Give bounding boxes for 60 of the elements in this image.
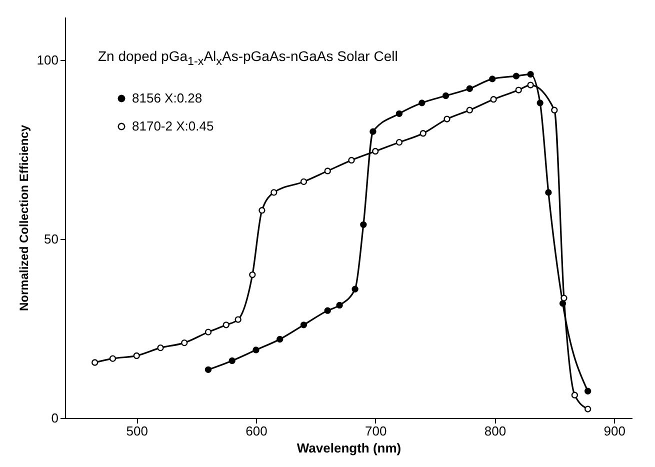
legend-label: 8170-2 X:0.45 [132,118,214,134]
point [348,156,355,164]
point [489,76,496,82]
point [204,366,212,373]
point [515,86,522,94]
point [300,178,308,186]
point [360,221,367,228]
point [420,130,426,137]
text: Zn doped pGa$_{1-x}$Al$_{x}$As-pGaAs-nGaAs Solar Cell [98,48,398,68]
point [181,339,188,346]
x-tick-label: 900 [604,424,626,438]
point [92,359,98,366]
point [228,357,236,364]
point [551,106,558,114]
point [324,168,331,174]
point [324,307,331,314]
point [584,388,592,394]
point [545,189,552,196]
point [559,300,566,307]
point [584,406,592,412]
point [276,336,284,343]
point [372,148,379,155]
y-tick-label: 50 [44,231,58,246]
x-tick-label: 800 [484,424,506,438]
point [527,70,534,78]
y-tick-label: 100 [36,52,58,68]
x-tick-label: 700 [365,424,387,438]
legend-label: 8156 X:0.28 [132,90,202,106]
point [222,322,230,328]
point [258,207,266,214]
point [234,316,242,323]
point [442,92,450,100]
point [157,344,164,352]
point [466,106,473,114]
point [444,116,450,122]
y-tick-label: 0 [51,410,58,426]
point [133,352,140,360]
x-tick-label: 500 [126,424,148,438]
point [560,294,568,302]
point [109,355,116,362]
point [512,72,520,80]
y-axis-title: Normalized Collection Efficiency [16,124,31,312]
x-axis-title: Wavelength (nm) [296,440,402,456]
point [252,346,260,354]
point [336,302,343,309]
point [370,128,376,135]
point [204,328,212,336]
point [418,100,426,106]
point [270,189,278,196]
point [527,82,534,88]
x-tick-label: 600 [246,424,268,438]
point [396,110,403,118]
point [396,138,403,146]
point [466,85,473,92]
point [352,286,358,292]
point [536,100,544,106]
point [249,271,256,278]
point [490,96,497,103]
point [300,322,308,328]
point [571,392,578,398]
